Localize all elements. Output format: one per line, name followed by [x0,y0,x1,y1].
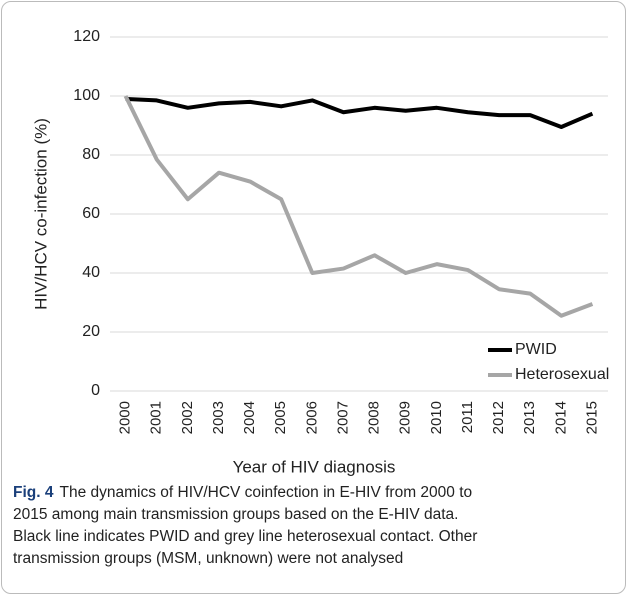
x-tick-label: 2007 [334,401,351,434]
caption: Fig. 4 The dynamics of HIV/HCV coinfectio… [13,482,623,570]
x-tick-label: 2012 [490,401,507,434]
caption-line: Black line indicates PWID and grey line … [13,528,478,545]
y-tick-label: 20 [82,323,100,340]
caption-line: 2015 among main transmission groups base… [13,506,459,523]
legend-label: Heterosexual [515,366,609,383]
chart: Year of HIV diagnosis HIV/HCV co-infecti… [31,28,609,476]
caption-line: The dynamics of HIV/HCV coinfection in E… [59,484,473,501]
x-tick-label: 2015 [583,401,600,434]
y-tick-label: 120 [73,28,100,45]
x-tick-label: 2001 [148,401,165,434]
x-tick-label: 2003 [210,401,227,434]
x-tick-label: 2002 [179,401,196,434]
x-tick-label: 2009 [397,401,414,434]
y-tick-label: 0 [91,382,100,399]
legend-label: PWID [515,341,557,358]
caption-label: Fig. 4 [13,484,54,501]
y-tick-label: 100 [73,87,100,104]
y-tick-label: 40 [82,264,100,281]
x-tick-label: 2004 [241,401,258,434]
y-axis-title: HIV/HCV co-infection (%) [31,118,50,310]
x-tick-label: 2008 [366,401,383,434]
x-tick-label: 2010 [428,401,445,434]
data-line [123,95,594,318]
x-tick-label: 2014 [552,401,569,434]
x-tick-label: 2013 [521,401,538,434]
data-line [125,96,594,129]
x-axis-title: Year of HIV diagnosis [233,457,396,476]
caption-line: transmission groups (MSM, unknown) were … [13,550,404,567]
x-tick-label: 2000 [117,401,134,434]
x-tick-label: 2006 [303,401,320,434]
x-tick-label: 2005 [272,401,289,434]
x-tick-label: 2011 [459,401,476,433]
y-tick-label: 80 [82,146,100,163]
y-tick-label: 60 [82,205,100,222]
